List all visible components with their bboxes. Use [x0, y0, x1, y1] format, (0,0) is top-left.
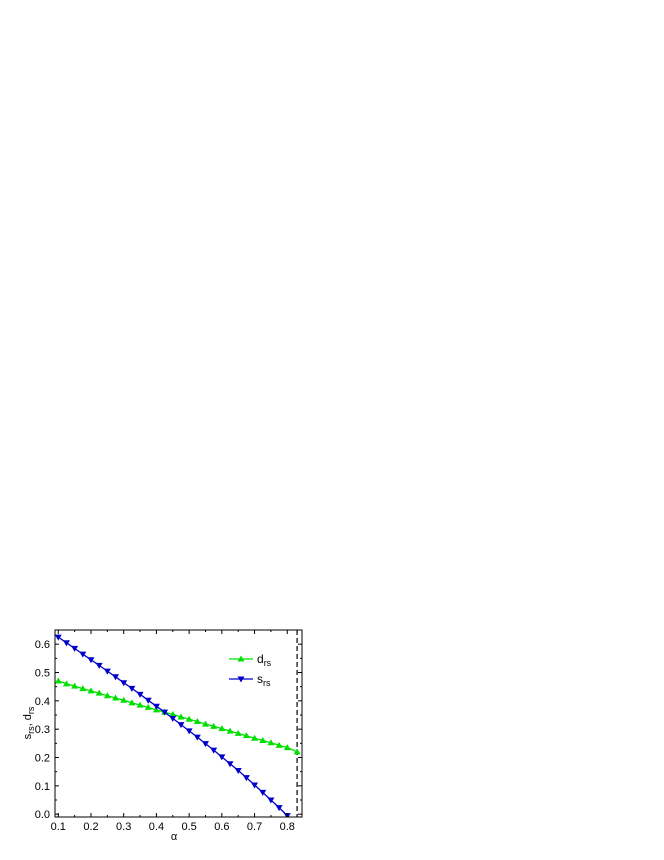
- data-point-d-rs: [259, 737, 267, 743]
- data-point-s-rs: [62, 640, 70, 647]
- data-point-d-rs: [120, 696, 128, 703]
- legend-item-s-rs: srs: [229, 672, 271, 688]
- y-tick-label: 0.5: [35, 668, 50, 680]
- data-point-d-rs: [210, 722, 218, 729]
- data-point-s-rs: [87, 657, 95, 664]
- data-point-d-rs: [95, 689, 103, 696]
- x-tick-label: 0.2: [83, 821, 98, 833]
- y-tick-label: 0.6: [35, 639, 50, 651]
- data-point-s-rs: [275, 805, 283, 812]
- legend-label-s-sub: rs: [263, 678, 271, 688]
- data-point-s-rs: [201, 741, 209, 748]
- data-point-d-rs: [218, 725, 226, 732]
- data-point-s-rs: [210, 747, 218, 754]
- data-point-s-rs: [251, 782, 259, 789]
- legend-label-d: d: [257, 652, 264, 666]
- legend-label-s: s: [257, 672, 263, 686]
- data-point-d-rs: [234, 729, 242, 736]
- data-point-s-rs: [55, 634, 62, 641]
- data-point-d-rs: [169, 710, 177, 717]
- svg-text:drs: drs: [257, 652, 272, 668]
- y-axis-label-d-sub: rs: [26, 706, 36, 714]
- data-point-s-rs: [128, 685, 136, 692]
- data-point-s-rs: [71, 645, 79, 652]
- data-point-s-rs: [79, 651, 87, 658]
- y-tick-label: 0.0: [35, 809, 50, 821]
- data-point-d-rs: [87, 687, 95, 694]
- legend-marker-s-rs: [237, 676, 245, 683]
- data-point-s-rs: [169, 715, 177, 722]
- data-point-s-rs: [218, 754, 226, 761]
- data-point-d-rs: [112, 694, 120, 701]
- data-point-s-rs: [193, 734, 201, 741]
- data-point-s-rs: [242, 775, 250, 782]
- y-tick-label: 0.2: [35, 753, 50, 765]
- data-point-s-rs: [177, 722, 185, 729]
- data-point-s-rs: [144, 697, 152, 704]
- data-point-d-rs: [275, 741, 283, 748]
- data-point-s-rs: [185, 728, 193, 735]
- x-tick-label: 0.5: [181, 821, 196, 833]
- axis-ticks: 0.1 0.2 0.3 0.4 0.5 0.6 0.7 0.80.00.10.20.30.40…: [35, 630, 302, 833]
- x-tick-label: 0.1: [51, 821, 66, 833]
- x-tick-label: 0.7: [247, 821, 262, 833]
- data-point-s-rs: [161, 709, 169, 716]
- data-point-d-rs: [267, 739, 275, 746]
- data-point-d-rs: [136, 701, 144, 708]
- legend: drs srs: [229, 652, 272, 688]
- data-point-d-rs: [226, 727, 234, 734]
- data-point-s-rs: [95, 662, 103, 669]
- plot-frame: [54, 629, 303, 818]
- x-axis-label: α: [171, 831, 178, 843]
- svg-text:srs, drs: srs, drs: [22, 706, 36, 739]
- data-point-s-rs: [136, 691, 144, 698]
- plot-marks: [55, 630, 301, 817]
- data-point-d-rs: [144, 703, 152, 710]
- x-tick-label: 0.8: [280, 821, 295, 833]
- y-tick-label: 0.1: [35, 781, 50, 793]
- y-axis-label-s: s: [22, 733, 34, 739]
- data-point-d-rs: [201, 720, 209, 727]
- legend-marker-d-rs: [237, 655, 245, 662]
- data-point-s-rs: [112, 674, 120, 681]
- y-axis-label-s-sub: rs: [26, 726, 36, 734]
- x-tick-label: 0.4: [149, 821, 164, 833]
- data-point-d-rs: [62, 680, 70, 687]
- svg-text:srs: srs: [257, 672, 271, 688]
- data-point-d-rs: [128, 699, 136, 706]
- data-point-s-rs: [152, 703, 160, 710]
- y-tick-label: 0.4: [35, 696, 50, 708]
- data-point-d-rs: [283, 744, 291, 751]
- x-tick-label: 0.6: [214, 821, 229, 833]
- data-point-s-rs: [120, 680, 128, 687]
- data-point-s-rs: [267, 797, 275, 804]
- data-point-d-rs: [193, 718, 201, 725]
- legend-label-d-sub: rs: [264, 658, 272, 668]
- data-point-d-rs: [185, 715, 193, 722]
- y-tick-label: 0.3: [35, 724, 50, 736]
- y-axis-label-d: d: [22, 714, 34, 720]
- data-point-d-rs: [71, 682, 79, 689]
- y-axis-label-sep: ,: [22, 720, 34, 726]
- data-point-d-rs: [242, 732, 250, 739]
- y-axis-label: srs, drs: [22, 706, 36, 739]
- data-point-s-rs: [234, 768, 242, 775]
- data-point-d-rs: [251, 734, 259, 741]
- data-point-s-rs: [259, 789, 267, 796]
- data-point-d-rs: [79, 685, 87, 692]
- data-point-d-rs: [55, 677, 62, 684]
- legend-item-d-rs: drs: [229, 652, 272, 668]
- data-point-d-rs: [293, 748, 301, 755]
- x-tick-label: 0.3: [116, 821, 131, 833]
- data-point-s-rs: [226, 761, 234, 768]
- data-point-d-rs: [177, 713, 185, 720]
- data-point-s-rs: [103, 668, 111, 675]
- data-point-d-rs: [103, 692, 111, 699]
